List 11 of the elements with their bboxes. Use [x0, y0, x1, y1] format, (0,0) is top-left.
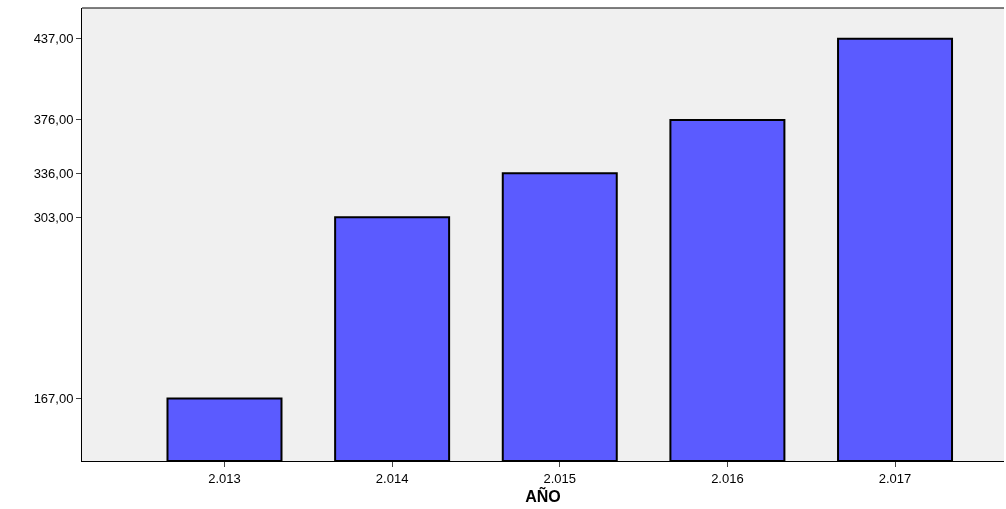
- x-tick-label: 2.015: [543, 470, 577, 486]
- x-axis-title: AÑO: [525, 486, 561, 506]
- x-tick-label: 2.016: [711, 470, 744, 486]
- x-tick-label: 2.013: [208, 470, 241, 486]
- y-tick-label: 336,00: [33, 165, 74, 181]
- y-tick-label: 167,00: [33, 390, 74, 406]
- y-tick-label: 376,00: [33, 112, 74, 128]
- y-tick-label: 303,00: [33, 209, 74, 225]
- x-tick-label: 2.014: [375, 470, 409, 486]
- y-tick-label: 437,00: [33, 31, 74, 47]
- x-tick-label: 2.017: [878, 470, 912, 486]
